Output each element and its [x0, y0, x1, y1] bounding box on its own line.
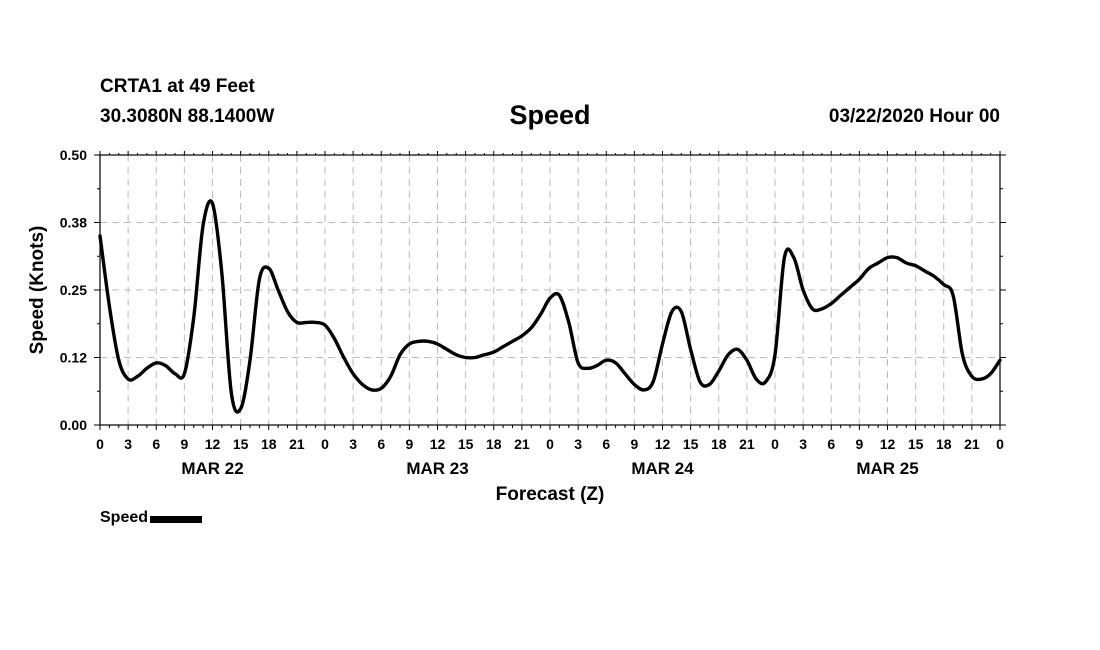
- y-tick-label: 0.12: [60, 350, 87, 366]
- day-label: MAR 22: [181, 459, 243, 478]
- x-tick-label: 3: [124, 436, 132, 452]
- x-tick-label: 9: [855, 436, 863, 452]
- x-tick-label: 0: [321, 436, 329, 452]
- x-tick-label: 12: [205, 436, 221, 452]
- x-tick-label: 18: [261, 436, 277, 452]
- x-tick-label: 6: [827, 436, 835, 452]
- x-tick-label: 3: [799, 436, 807, 452]
- legend: Speed: [100, 509, 203, 527]
- x-tick-label: 18: [711, 436, 727, 452]
- x-tick-label: 15: [683, 436, 699, 452]
- x-tick-label: 15: [458, 436, 474, 452]
- y-tick-label: 0.50: [60, 147, 87, 163]
- chart-tick-labels: 0 3 6 9 12 15 18 21 0 3 6 9 12 15 18 21 0 3 6 9 12 15 18 21 0 3 6 9…: [60, 147, 1004, 478]
- legend-swatch: [150, 516, 203, 523]
- station-label: CRTA1 at 49 Feet: [100, 76, 255, 97]
- x-tick-label: 9: [405, 436, 413, 452]
- forecast-datetime: 03/22/2020 Hour 00: [828, 106, 1000, 127]
- x-axis-label: Forecast (Z): [496, 484, 605, 505]
- chart-ticks: [94, 151, 1006, 430]
- x-tick-label: 9: [630, 436, 638, 452]
- day-label: MAR 25: [856, 459, 918, 478]
- x-tick-label: 12: [430, 436, 446, 452]
- x-tick-label: 6: [152, 436, 160, 452]
- x-tick-label: 9: [180, 436, 188, 452]
- x-tick-label: 21: [289, 436, 305, 452]
- x-tick-label: 6: [602, 436, 610, 452]
- x-tick-label: 3: [574, 436, 582, 452]
- speed-series-line: [98, 199, 1002, 414]
- day-label: MAR 23: [406, 459, 468, 478]
- x-tick-label: 0: [96, 436, 104, 452]
- day-label: MAR 24: [631, 459, 694, 478]
- x-tick-label: 12: [655, 436, 671, 452]
- x-tick-label: 21: [739, 436, 755, 452]
- coordinates-label: 30.3080N 88.1400W: [100, 106, 275, 127]
- chart-series: [98, 199, 1002, 414]
- x-tick-label: 0: [771, 436, 779, 452]
- x-tick-label: 15: [233, 436, 249, 452]
- x-tick-label: 18: [486, 436, 502, 452]
- x-tick-label: 3: [349, 436, 357, 452]
- chart-title: Speed: [509, 100, 591, 130]
- legend-label: Speed: [100, 509, 149, 526]
- x-tick-label: 18: [936, 436, 952, 452]
- x-tick-label: 0: [996, 436, 1004, 452]
- x-tick-label: 6: [377, 436, 385, 452]
- x-tick-label: 21: [964, 436, 980, 452]
- x-tick-label: 12: [880, 436, 896, 452]
- y-tick-label: 0.25: [60, 282, 87, 298]
- y-tick-label: 0.00: [60, 417, 87, 433]
- y-tick-label: 0.38: [60, 215, 87, 231]
- x-tick-label: 21: [514, 436, 530, 452]
- chart-grid: [100, 155, 1000, 425]
- x-tick-label: 0: [546, 436, 554, 452]
- x-tick-label: 15: [908, 436, 924, 452]
- y-axis-label: Speed (Knots): [27, 226, 48, 355]
